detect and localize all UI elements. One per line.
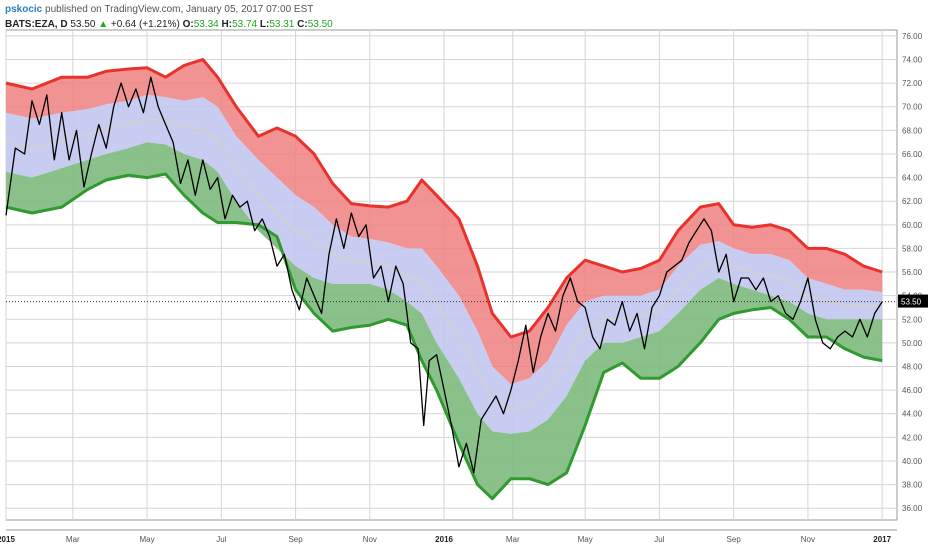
y-tick-label: 40.00 bbox=[902, 457, 923, 466]
upper-band-fill bbox=[6, 59, 883, 385]
last-price-label: 53.50 bbox=[901, 298, 922, 307]
low-label: L: bbox=[259, 19, 270, 30]
y-tick-label: 46.00 bbox=[902, 386, 923, 395]
open-label: O: bbox=[182, 19, 194, 30]
x-tick-label: May bbox=[578, 535, 593, 544]
y-tick-label: 60.00 bbox=[902, 221, 923, 230]
last-price-badge bbox=[898, 294, 928, 308]
high-value: 53.74 bbox=[232, 19, 258, 30]
y-tick-label: 38.00 bbox=[902, 481, 923, 490]
x-tick-label: Jul bbox=[654, 535, 664, 544]
y-tick-label: 66.00 bbox=[902, 150, 923, 159]
low-value: 53.31 bbox=[269, 19, 295, 30]
change-value: +0.64 (+1.21%) bbox=[110, 19, 180, 30]
x-tick-label: Jul bbox=[216, 535, 226, 544]
x-tick-label: Sep bbox=[288, 535, 303, 544]
y-tick-label: 36.00 bbox=[902, 504, 923, 513]
y-tick-label: 44.00 bbox=[902, 410, 923, 419]
x-tick-label: Sep bbox=[727, 535, 742, 544]
y-tick-label: 64.00 bbox=[902, 174, 923, 183]
y-tick-label: 42.00 bbox=[902, 433, 923, 442]
middle-band-fill bbox=[6, 94, 883, 434]
x-tick-label: Nov bbox=[363, 535, 377, 544]
center-line bbox=[5, 118, 883, 410]
y-tick-label: 68.00 bbox=[902, 126, 923, 135]
x-tick-label: 2016 bbox=[435, 535, 453, 544]
close-label: C: bbox=[297, 19, 308, 30]
y-tick-label: 62.00 bbox=[902, 197, 923, 206]
y-tick-label: 72.00 bbox=[902, 79, 923, 88]
y-tick-label: 52.00 bbox=[902, 315, 923, 324]
lower-band-fill bbox=[6, 142, 883, 499]
symbol-label: BATS:EZA, D bbox=[5, 19, 68, 30]
x-tick-label: May bbox=[140, 535, 155, 544]
publish-header: pskocic published on TradingView.com, Ja… bbox=[5, 2, 313, 17]
lower-band-line bbox=[5, 172, 883, 501]
y-tick-label: 74.00 bbox=[902, 56, 923, 65]
y-tick-label: 76.00 bbox=[902, 32, 923, 41]
price-value: 53.50 bbox=[70, 19, 96, 30]
x-tick-label: Mar bbox=[66, 535, 80, 544]
y-tick-label: 70.00 bbox=[902, 103, 923, 112]
y-tick-label: 58.00 bbox=[902, 244, 923, 253]
open-value: 53.34 bbox=[193, 19, 219, 30]
up-arrow-icon: ▲ bbox=[98, 19, 109, 30]
close-value: 53.50 bbox=[307, 19, 333, 30]
author-link[interactable]: pskocic bbox=[5, 4, 43, 15]
quote-line: BATS:EZA, D 53.50 ▲ +0.64 (+1.21%) O:53.… bbox=[5, 17, 333, 32]
y-tick-label: 48.00 bbox=[902, 363, 923, 372]
x-tick-label: Nov bbox=[801, 535, 815, 544]
publish-info: published on TradingView.com, January 05… bbox=[45, 4, 314, 15]
price-line bbox=[5, 76, 883, 474]
high-label: H: bbox=[221, 19, 233, 30]
x-tick-label: Mar bbox=[506, 535, 520, 544]
upper-band-line bbox=[5, 58, 883, 339]
x-tick-label: 2017 bbox=[873, 535, 891, 544]
y-tick-label: 50.00 bbox=[902, 339, 923, 348]
y-tick-label: 56.00 bbox=[902, 268, 923, 277]
x-tick-label: 2015 bbox=[0, 535, 15, 544]
